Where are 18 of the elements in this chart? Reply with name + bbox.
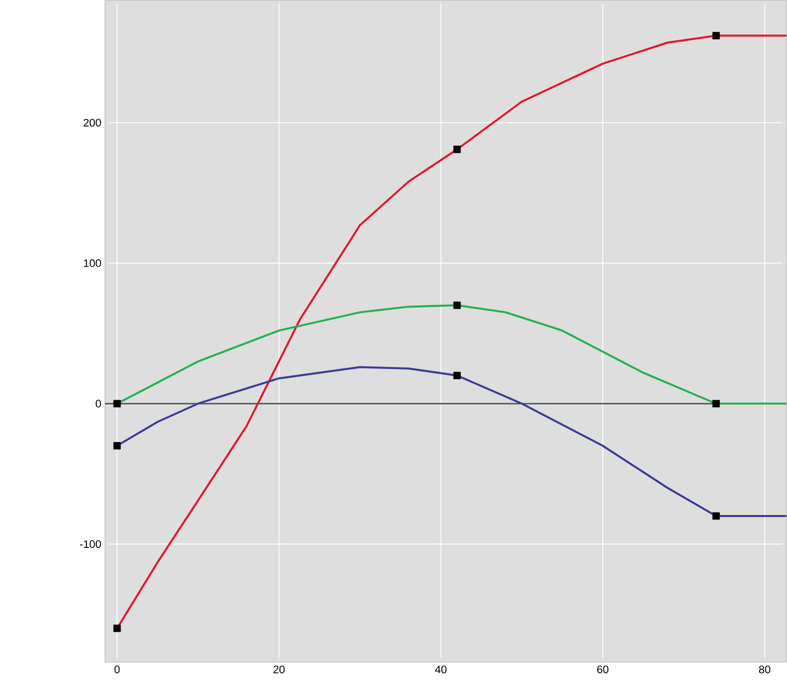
y-tick-label: 200 <box>84 118 101 127</box>
y-tick-label: 0 <box>96 400 101 408</box>
point <box>712 32 720 40</box>
x-tick-label: 20 <box>273 666 285 674</box>
point <box>453 146 461 154</box>
point <box>712 400 720 408</box>
x-tick-label: 80 <box>759 666 770 674</box>
y-tick-label: 100 <box>84 259 101 268</box>
y-tick-label: -100 <box>80 540 101 548</box>
x-tick-label: 0 <box>114 666 120 674</box>
x-tick-label: 60 <box>597 666 608 674</box>
x-tick-label: 40 <box>435 666 447 674</box>
point <box>453 372 461 380</box>
point <box>113 624 121 632</box>
point <box>712 512 720 520</box>
point <box>113 400 121 408</box>
point <box>113 442 121 450</box>
point <box>453 302 461 309</box>
